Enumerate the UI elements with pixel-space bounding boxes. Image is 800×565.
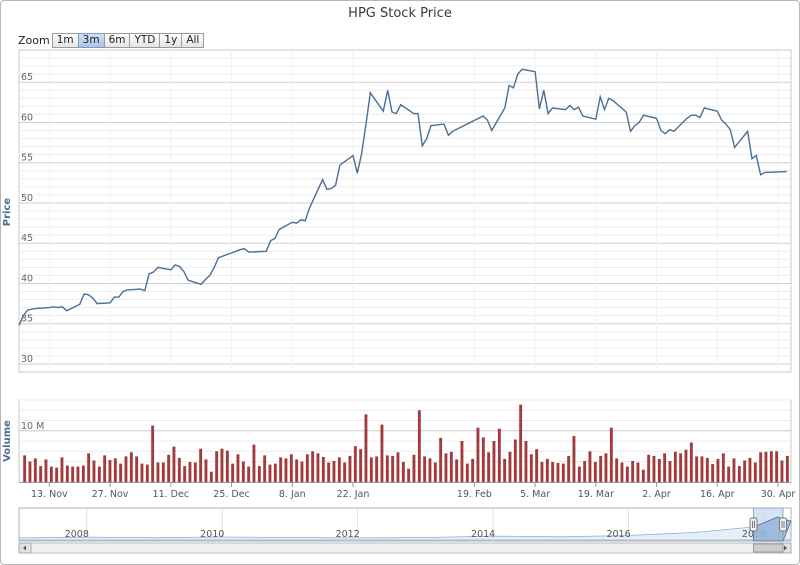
zoom-1y-button[interactable]: 1y	[159, 33, 183, 48]
zoom-6m-button[interactable]: 6m	[103, 33, 131, 48]
chart-title: HPG Stock Price	[348, 6, 452, 21]
zoom-ytd-button[interactable]: YTD	[129, 33, 161, 48]
zoom-3m-button[interactable]: 3m	[77, 33, 105, 48]
zoom-label: Zoom	[18, 34, 50, 47]
zoom-selector: Zoom 1m 3m 6m YTD 1y All	[18, 33, 205, 48]
zoom-all-button[interactable]: All	[181, 33, 205, 48]
zoom-1m-button[interactable]: 1m	[51, 33, 79, 48]
